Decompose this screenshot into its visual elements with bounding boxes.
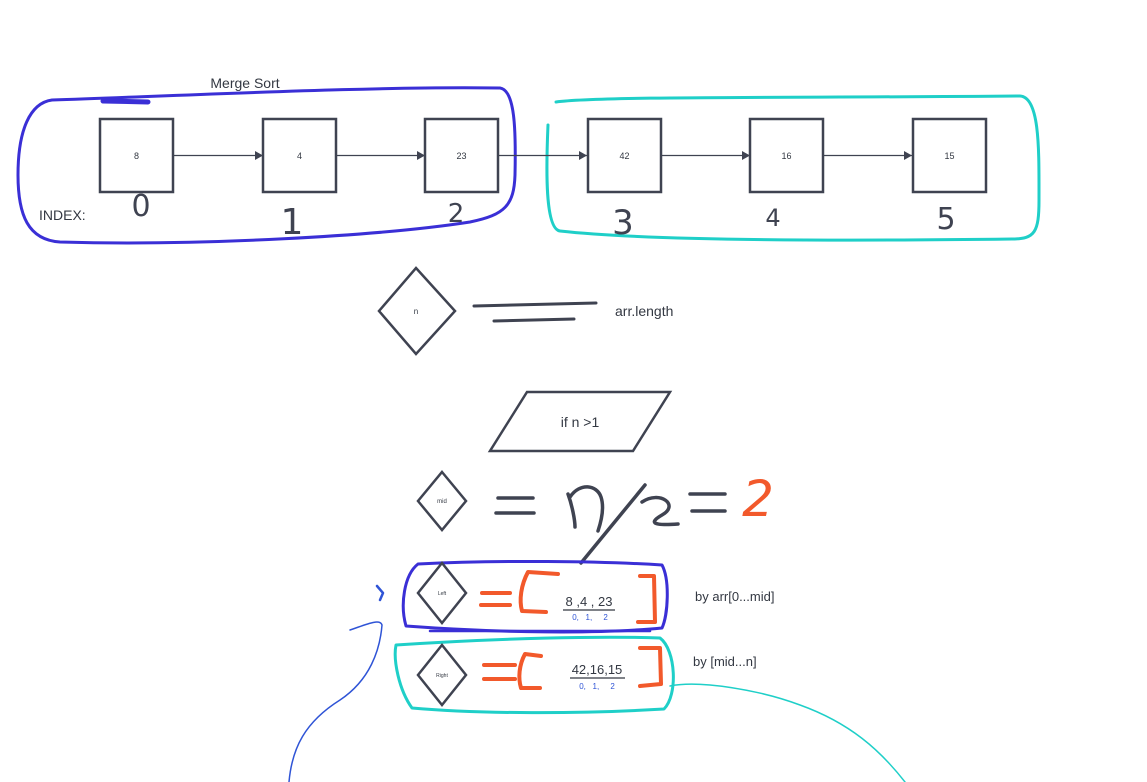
mid-node-label: mid (437, 499, 447, 505)
left-close-bracket (636, 574, 657, 624)
node-value: 42 (619, 151, 629, 161)
left-trail-curve (288, 621, 383, 782)
array-node[interactable]: 4 (261, 117, 338, 194)
node-value: 8 (134, 151, 139, 161)
left-indices: 0, 1, 2 (572, 613, 608, 622)
node-value: 15 (944, 151, 954, 161)
node-value: 16 (781, 151, 791, 161)
left-open-bracket (518, 570, 560, 614)
index-label: INDEX: (39, 207, 86, 223)
left-group-highlight (100, 98, 151, 105)
equals-sign (472, 301, 598, 323)
left-marker (375, 584, 385, 602)
node-value: 23 (456, 151, 466, 161)
right-open-bracket (517, 652, 543, 690)
array-node[interactable]: 8 (98, 117, 175, 194)
node-connectors (174, 151, 912, 160)
right-close-bracket (638, 646, 663, 688)
array-node[interactable]: 15 (911, 117, 988, 194)
index-number: 3 (612, 203, 634, 243)
left-note: by arr[0...mid] (695, 589, 774, 604)
mid-decision-node[interactable]: mid (416, 470, 468, 532)
right-node-label: Right (436, 673, 448, 679)
array-node[interactable]: 16 (748, 117, 825, 194)
right-decision-node[interactable]: Right (416, 642, 468, 708)
right-indices: 0, 1, 2 (579, 682, 615, 691)
left-values: 8 ,4 , 23 (566, 594, 613, 609)
right-trail-curve (669, 683, 906, 782)
left-equals (479, 591, 512, 607)
right-equals (482, 663, 517, 681)
mid-result: 2 (742, 470, 774, 528)
index-number: 4 (765, 204, 780, 232)
condition-label: if n >1 (561, 414, 600, 430)
array-node[interactable]: 42 (586, 117, 663, 194)
index-number: 5 (936, 202, 955, 237)
n-note: arr.length (615, 303, 673, 319)
array-node[interactable]: 23 (423, 117, 500, 194)
mid-formula-ink (494, 483, 727, 565)
node-value: 4 (297, 151, 302, 161)
left-decision-node[interactable]: Left (416, 560, 468, 626)
right-values: 42,16,15 (572, 662, 623, 677)
diagram-title: Merge Sort (210, 75, 279, 91)
left-group-outline (16, 86, 517, 245)
right-group-outline (545, 94, 1041, 242)
n-node-label: n (414, 307, 418, 316)
n-decision-node[interactable]: n (377, 266, 457, 356)
condition-node[interactable]: if n >1 (487, 390, 673, 453)
index-number: 2 (448, 199, 465, 229)
right-note: by [mid...n] (693, 654, 757, 669)
right-row-outline (393, 635, 675, 715)
left-node-label: Left (438, 591, 447, 597)
index-number: 0 (131, 189, 150, 224)
left-row-outline (401, 559, 669, 634)
index-number: 1 (281, 202, 304, 243)
